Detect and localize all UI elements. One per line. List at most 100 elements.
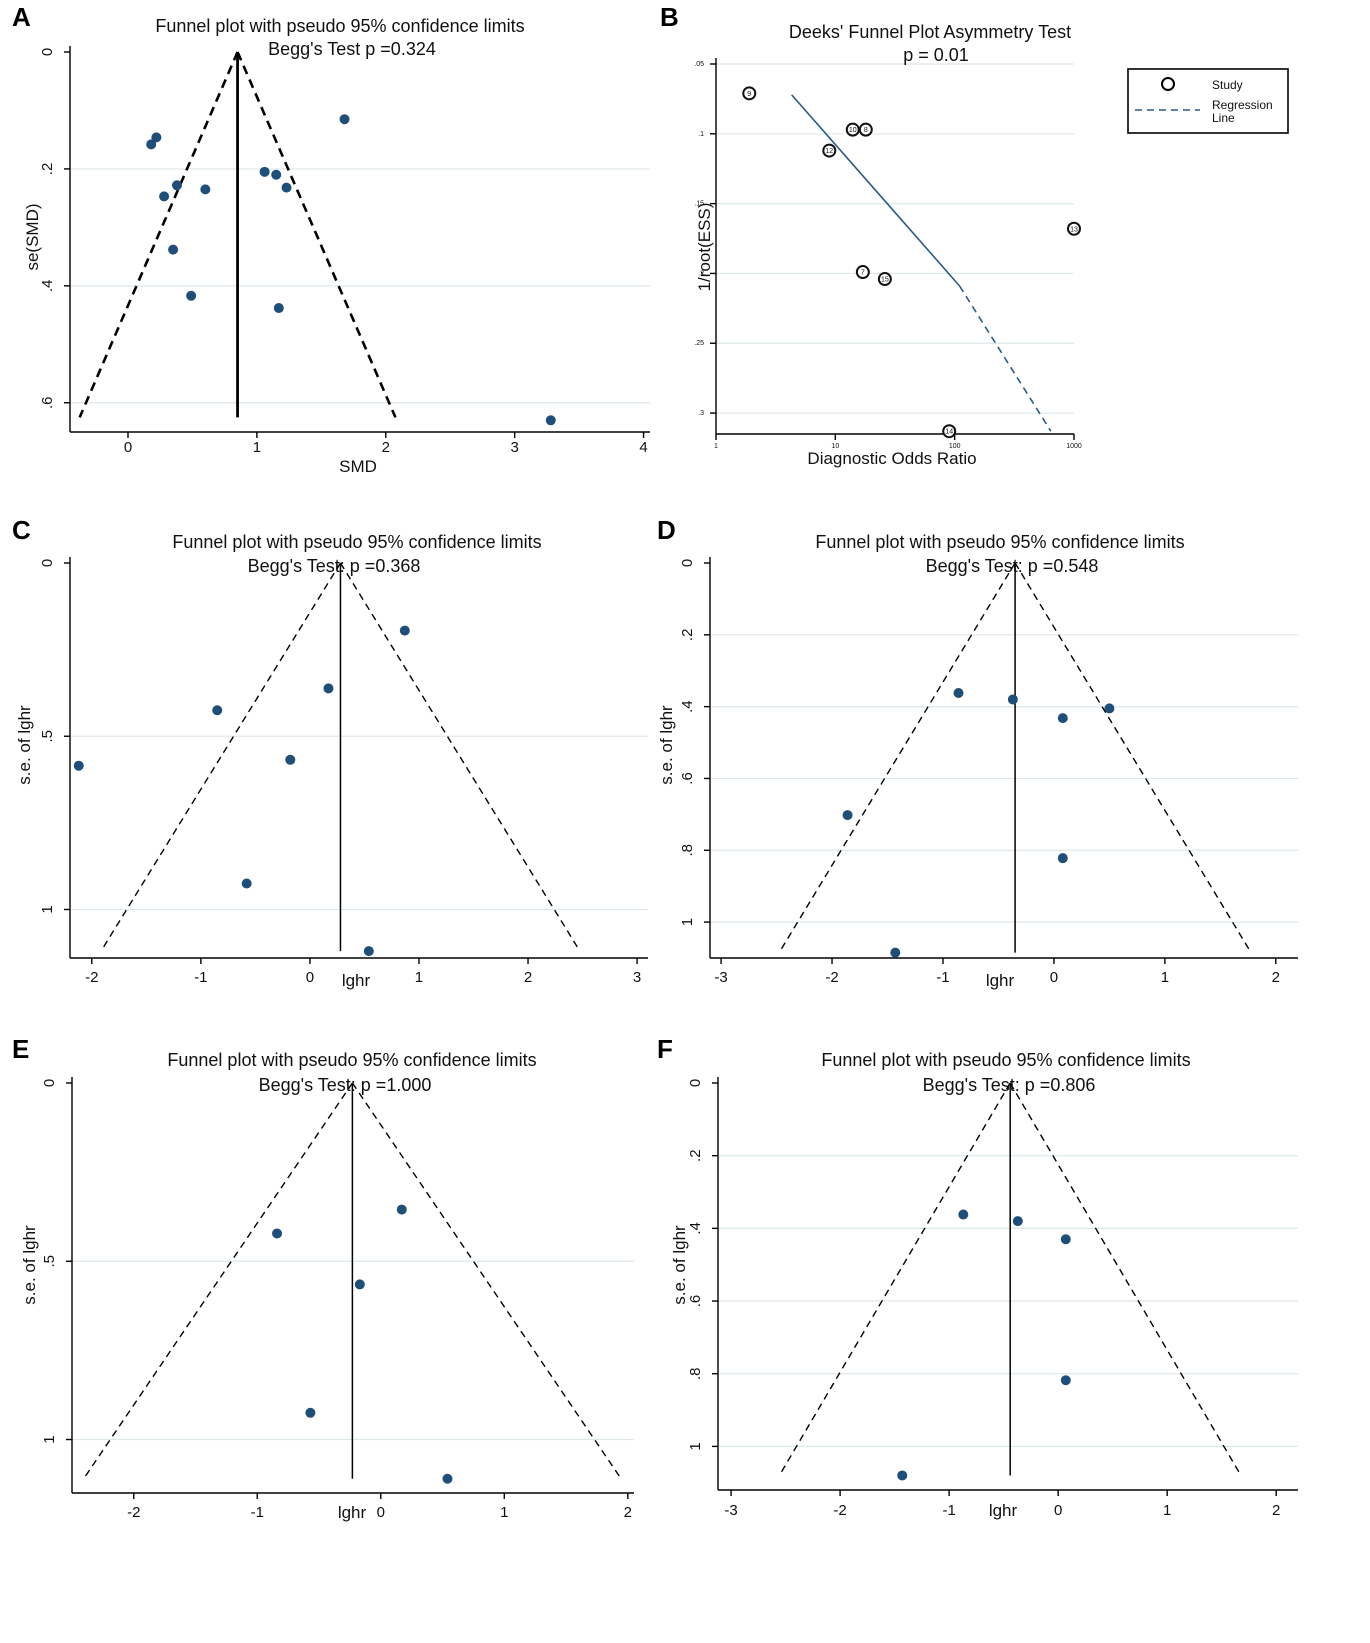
y-tick-label: 1: [679, 918, 696, 926]
chart-panel-c: C -2 -1 0 1 2 3 0 .5 1 Funnel plot with pseudo 95%…: [12, 515, 648, 990]
x-axis-label: lghr: [338, 1503, 367, 1522]
study-label: 15: [881, 277, 889, 284]
y-tick-label: .5: [41, 1255, 58, 1268]
legend-study-label: Study: [1212, 78, 1243, 92]
y-tick-label: .25: [694, 340, 704, 347]
y-tick-label: .6: [39, 397, 56, 410]
y-tick-label: .2: [679, 629, 696, 642]
data-point: [339, 114, 350, 125]
data-point: [442, 1473, 453, 1484]
study-point: 7: [855, 265, 870, 280]
panel-letter: D: [657, 515, 676, 545]
y-tick-label: .05: [694, 61, 704, 68]
x-tick-label: 1: [714, 443, 718, 450]
study-point: 15: [877, 272, 892, 287]
chart-panel-e: E -2 -1 0 1 2 0 .5 1 Funnel plot with pseudo 95% …: [12, 1034, 634, 1522]
x-tick-label: -2: [833, 1502, 846, 1519]
chart-title: Funnel plot with pseudo 95% confidence l…: [821, 1050, 1190, 1070]
data-point: [273, 303, 284, 314]
data-point: [186, 290, 197, 301]
x-tick-label: 2: [624, 1504, 632, 1521]
study-point: 13: [1067, 221, 1081, 236]
x-tick-label: 2: [1272, 1502, 1280, 1519]
study-marker: [822, 143, 837, 158]
study-label: 10: [849, 127, 857, 134]
funnel-ci-right: [1009, 1082, 1242, 1476]
x-tick-label: 0: [1054, 1502, 1062, 1519]
data-point: [1060, 1375, 1071, 1386]
y-tick-label: .4: [679, 700, 696, 713]
study-label: 13: [1070, 226, 1078, 233]
chart-panel-d: D -3 -2 -1 0 1 2 0 .2 .4 .6 .8 1 Funnel plot with pse…: [657, 515, 1298, 990]
x-tick-label: 2: [382, 439, 390, 456]
y-tick-label: 1: [41, 1435, 58, 1443]
study-marker: [845, 122, 860, 137]
funnel-ci-left: [778, 1082, 1011, 1476]
y-tick-label: .2: [687, 1149, 704, 1162]
x-axis-label: SMD: [339, 457, 377, 476]
chart-subtitle: p = 0.01: [903, 45, 969, 65]
data-point: [545, 415, 556, 426]
x-axis-label: lghr: [986, 971, 1015, 990]
x-tick-label: 2: [1272, 969, 1280, 986]
y-axis-label: s.e. of lghr: [15, 705, 34, 785]
chart-subtitle: Begg's Test: p =0.548: [926, 556, 1099, 576]
x-tick-label: -2: [825, 969, 838, 986]
study-label: 14: [945, 429, 953, 436]
panel-letter: F: [657, 1034, 673, 1064]
x-tick-label: 0: [377, 1504, 385, 1521]
data-point: [151, 132, 162, 143]
data-point: [897, 1470, 908, 1481]
y-tick-label: 0: [679, 559, 696, 567]
funnel-ci-right: [351, 1082, 622, 1480]
y-axis-label: s.e. of lghr: [670, 1225, 689, 1305]
y-tick-label: .8: [679, 844, 696, 857]
funnel-ci-left: [100, 562, 342, 952]
y-tick-label: .6: [687, 1295, 704, 1308]
y-axis-label: se(SMD): [23, 203, 42, 270]
data-point: [890, 947, 901, 958]
funnel-ci-left: [778, 562, 1016, 953]
y-tick-label: 0: [39, 48, 56, 56]
chart-subtitle: Begg's Test p =0.324: [268, 39, 436, 59]
x-tick-label: 2: [524, 969, 532, 986]
legend-study-marker: [1161, 77, 1175, 91]
data-point: [146, 139, 157, 150]
x-tick-label: -3: [724, 1502, 737, 1519]
study-marker: [1067, 221, 1081, 236]
data-point: [1057, 853, 1068, 864]
study-marker: [942, 424, 957, 439]
y-tick-label: .6: [679, 772, 696, 785]
chart-subtitle: Begg's Test: p =1.000: [259, 1075, 432, 1095]
chart-panel-b: B 1 10 100 1000 .05 .1 .15 .2 .25 .3 Deeks' Funnel …: [660, 2, 1289, 468]
x-tick-label: 3: [633, 969, 641, 986]
study-marker: [855, 265, 870, 280]
y-tick-label: 0: [687, 1079, 704, 1087]
data-point: [399, 625, 410, 636]
x-tick-label: 10: [831, 443, 839, 450]
study-label: 9: [747, 91, 751, 98]
panel-letter: A: [12, 2, 31, 32]
funnel-ci-left: [78, 51, 239, 418]
study-marker: [858, 122, 873, 137]
study-label: 12: [825, 148, 833, 155]
funnel-ci-right: [236, 51, 397, 418]
y-tick-label: 1: [687, 1442, 704, 1450]
x-tick-label: 100: [949, 443, 961, 450]
study-marker: [742, 86, 757, 101]
regression-line: [790, 94, 961, 287]
study-label: 7: [861, 270, 865, 277]
chart-subtitle: Begg's Test: p =0.368: [248, 556, 421, 576]
panel-letter: C: [12, 515, 31, 545]
x-tick-label: 1: [1161, 969, 1169, 986]
x-tick-label: 1: [1163, 1502, 1171, 1519]
y-tick-label: .2: [39, 163, 56, 176]
legend-regression-label-2: Line: [1212, 111, 1235, 125]
data-point: [1012, 1216, 1023, 1227]
study-point: 10: [845, 122, 860, 137]
x-tick-label: -1: [194, 969, 207, 986]
data-point: [212, 705, 223, 716]
y-tick-label: .15: [694, 201, 704, 208]
